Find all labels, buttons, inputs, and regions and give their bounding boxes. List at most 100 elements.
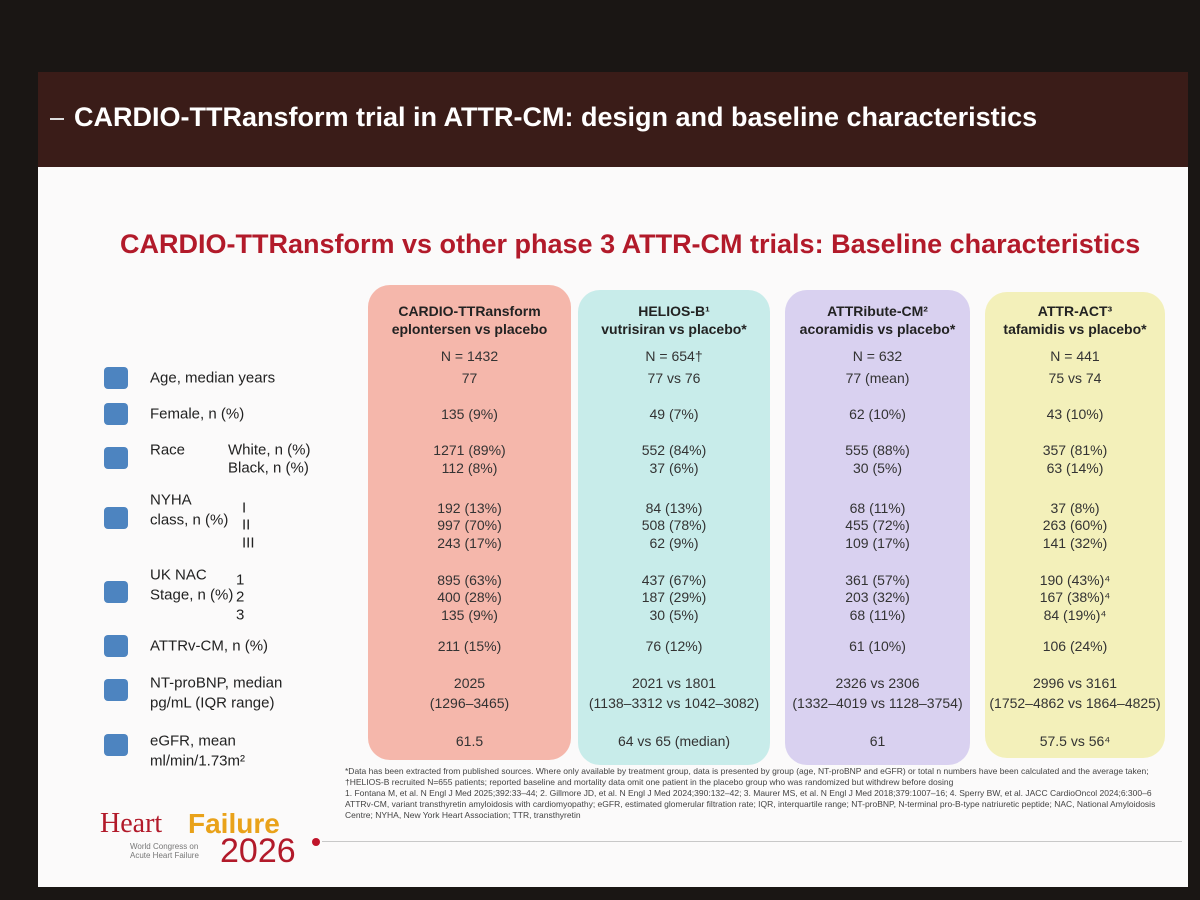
trial-column xyxy=(785,290,970,765)
table-cell: 84 (19%)⁴ xyxy=(1043,607,1107,623)
trial-comparison: vutrisiran vs placebo* xyxy=(601,321,747,337)
trial-comparison: eplontersen vs placebo xyxy=(391,321,548,337)
footnote: *Data has been extracted from published … xyxy=(345,766,1149,787)
logo-rule xyxy=(322,841,1182,842)
logo-tagline: World Congress on Acute Heart Failure xyxy=(130,842,199,860)
header-dash xyxy=(50,118,64,120)
table-cell: 109 (17%) xyxy=(845,535,910,551)
table-cell: 2025 xyxy=(453,675,486,691)
row-label: NYHA xyxy=(150,491,192,509)
row-icon xyxy=(104,635,128,657)
table-cell: (1332–4019 vs 1128–3754) xyxy=(792,695,963,711)
table-cell: 552 (84%) xyxy=(641,442,707,458)
table-cell: 61 (10%) xyxy=(849,638,906,654)
table-cell: 84 (13%) xyxy=(645,500,703,516)
table-cell: 43 (10%) xyxy=(1046,406,1104,422)
logo-dot xyxy=(312,838,320,846)
table-cell: 508 (78%) xyxy=(641,517,707,533)
trial-comparison: tafamidis vs placebo* xyxy=(1003,321,1147,337)
table-cell: 68 (11%) xyxy=(849,500,906,516)
table-cell: 75 vs 74 xyxy=(1048,370,1102,386)
trial-n: N = 1432 xyxy=(440,348,499,364)
table-cell: 167 (38%)⁴ xyxy=(1039,589,1111,605)
table-cell: 141 (32%) xyxy=(1042,535,1108,551)
table-cell: 192 (13%) xyxy=(437,500,502,516)
footnote: ATTRv-CM, variant transthyretin amyloido… xyxy=(345,799,1156,820)
table-cell: 361 (57%) xyxy=(845,572,910,588)
trial-n: N = 441 xyxy=(1050,348,1100,364)
slide-title: CARDIO-TTRansform vs other phase 3 ATTR-… xyxy=(120,229,1141,259)
row-sublabel: II xyxy=(242,516,251,534)
footnote: 1. Fontana M, et al. N Engl J Med 2025;3… xyxy=(345,788,1152,798)
logo-word: Failure xyxy=(188,808,280,839)
trial-name: HELIOS-B¹ xyxy=(638,303,710,319)
table-cell: 400 (28%) xyxy=(437,589,502,605)
table-cell: 2996 vs 3161 xyxy=(1032,675,1118,691)
table-cell: 555 (88%) xyxy=(845,442,910,458)
table-cell: 455 (72%) xyxy=(845,517,910,533)
table-cell: 263 (60%) xyxy=(1042,517,1108,533)
table-cell: 64 vs 65 (median) xyxy=(617,733,731,749)
table-cell: 106 (24%) xyxy=(1042,638,1108,654)
trial-n: N = 654† xyxy=(645,348,703,364)
table-cell: 112 (8%) xyxy=(441,460,498,476)
trial-column xyxy=(578,290,770,765)
table-cell: 62 (10%) xyxy=(849,406,906,422)
row-label: Female, n (%) xyxy=(150,405,245,423)
row-icon xyxy=(104,403,128,425)
header-band: CARDIO-TTRansform trial in ATTR-CM: desi… xyxy=(38,72,1188,167)
row-sublabel: Black, n (%) xyxy=(228,459,309,477)
trial-name: ATTRibute-CM² xyxy=(827,303,928,319)
row-sublabel: 3 xyxy=(236,606,245,624)
row-sublabel: 2 xyxy=(236,588,245,606)
trial-name: ATTR-ACT³ xyxy=(1037,303,1113,319)
row-label: Stage, n (%) xyxy=(150,586,234,604)
trial-n: N = 632 xyxy=(852,348,903,364)
table-cell: 77 vs 76 xyxy=(647,370,701,386)
table-cell: 30 (5%) xyxy=(649,607,699,623)
trial-comparison: acoramidis vs placebo* xyxy=(799,321,956,337)
table-cell: 37 (6%) xyxy=(649,460,699,476)
row-label: class, n (%) xyxy=(150,511,229,529)
row-icon xyxy=(104,447,128,469)
logo-word: Heart xyxy=(100,808,163,839)
table-cell: 243 (17%) xyxy=(437,535,502,551)
table-cell: 61.5 xyxy=(455,733,484,749)
header-title: CARDIO-TTRansform trial in ATTR-CM: desi… xyxy=(74,102,1038,132)
row-label: Race xyxy=(150,441,186,459)
table-cell: 437 (67%) xyxy=(641,572,707,588)
row-icon xyxy=(104,581,128,603)
table-cell: 62 (9%) xyxy=(649,535,699,551)
trial-name: CARDIO-TTRansform xyxy=(398,303,541,319)
row-sublabel: 1 xyxy=(236,571,245,589)
footnotes: *Data has been extracted from published … xyxy=(345,766,1175,821)
row-icon xyxy=(104,367,128,389)
table-cell: 1271 (89%) xyxy=(433,442,506,458)
table-cell: 77 (mean) xyxy=(845,370,910,386)
logo-year: 2026 xyxy=(220,832,296,870)
table-cell: 211 (15%) xyxy=(437,638,502,654)
table-cell: 37 (8%) xyxy=(1050,500,1100,516)
table-cell: 357 (81%) xyxy=(1042,442,1108,458)
table-cell: 135 (9%) xyxy=(441,607,498,623)
row-label: NT-proBNP, median xyxy=(150,674,283,692)
table-cell: (1752–4862 vs 1864–4825) xyxy=(989,695,1161,711)
table-cell: 68 (11%) xyxy=(849,607,906,623)
table-cell: 63 (14%) xyxy=(1046,460,1104,476)
table-cell: 2021 vs 1801 xyxy=(631,675,717,691)
row-label: eGFR, mean xyxy=(150,732,236,750)
table-cell: 203 (32%) xyxy=(845,589,910,605)
row-sublabel: III xyxy=(242,534,255,552)
row-label: UK NAC xyxy=(150,566,207,584)
row-sublabel: I xyxy=(242,499,247,517)
row-label: Age, median years xyxy=(150,369,276,387)
table-cell: 135 (9%) xyxy=(441,406,498,422)
row-label: ml/min/1.73m² xyxy=(150,752,246,770)
row-icon xyxy=(104,679,128,701)
row-icon xyxy=(104,734,128,756)
table-cell: 190 (43%)⁴ xyxy=(1039,572,1111,588)
table-cell: 49 (7%) xyxy=(649,406,699,422)
table-cell: 895 (63%) xyxy=(437,572,502,588)
table-cell: 997 (70%) xyxy=(437,517,502,533)
